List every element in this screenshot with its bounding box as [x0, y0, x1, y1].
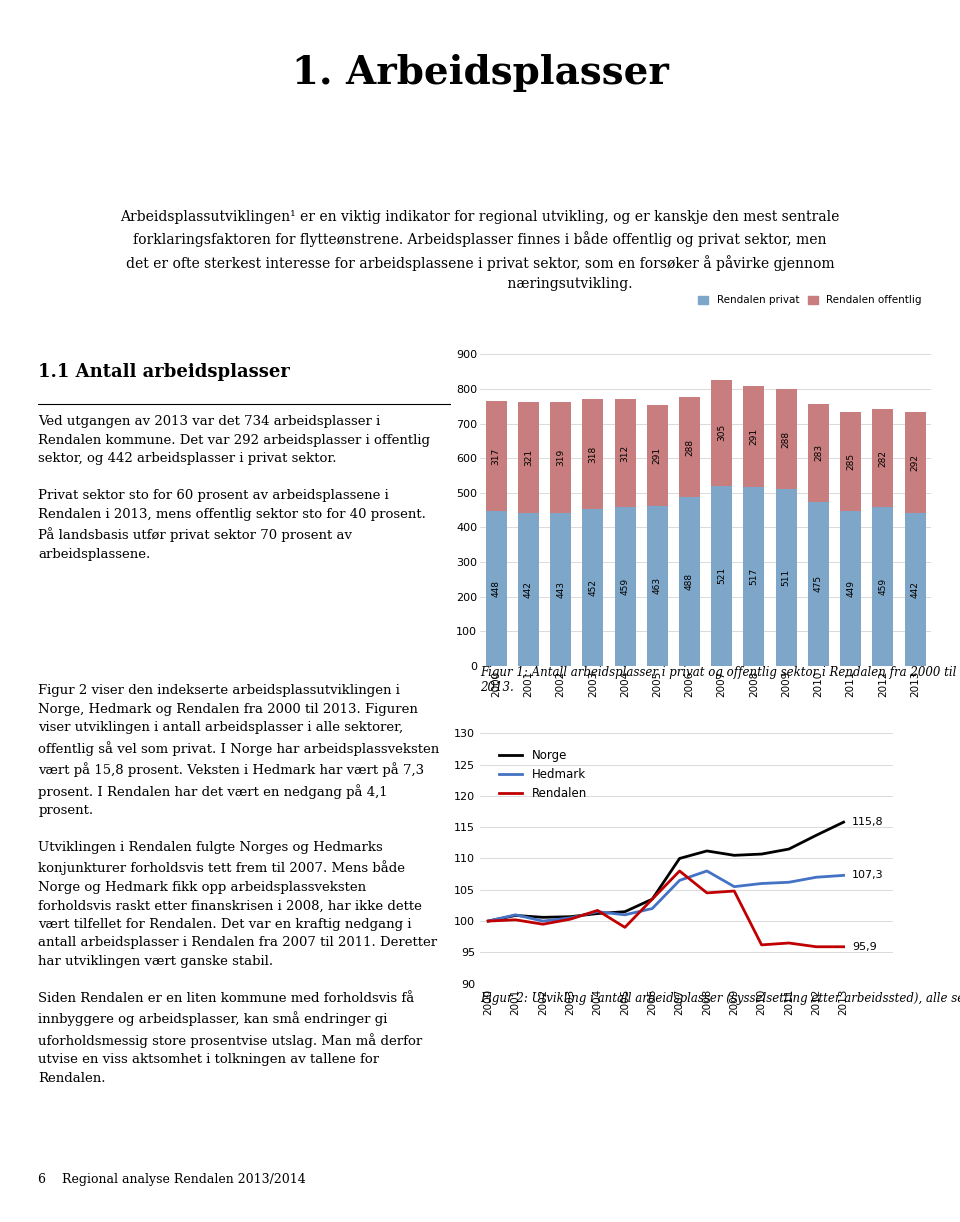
- Bar: [904, 412, 925, 513]
- Bar: [743, 488, 764, 666]
- Text: Figur 1: Antall arbeidsplasser i privat og offentlig sektor i Rendalen fra 2000 : Figur 1: Antall arbeidsplasser i privat …: [480, 666, 956, 694]
- Bar: [873, 507, 894, 666]
- Text: 6    Regional analyse Rendalen 2013/2014: 6 Regional analyse Rendalen 2013/2014: [38, 1173, 306, 1185]
- Text: 443: 443: [556, 580, 565, 598]
- Bar: [583, 510, 603, 666]
- Text: 488: 488: [685, 573, 694, 590]
- Text: 449: 449: [846, 579, 855, 596]
- Text: 312: 312: [620, 445, 630, 462]
- Text: Ved utgangen av 2013 var det 734 arbeidsplasser i
Rendalen kommune. Det var 292 : Ved utgangen av 2013 var det 734 arbeids…: [38, 415, 430, 561]
- Text: 318: 318: [588, 446, 597, 463]
- Text: 521: 521: [717, 567, 726, 584]
- Bar: [550, 402, 571, 512]
- Text: 282: 282: [878, 450, 887, 467]
- Legend: Norge, Hedmark, Rendalen: Norge, Hedmark, Rendalen: [494, 744, 592, 804]
- Bar: [808, 501, 828, 666]
- Bar: [808, 403, 828, 501]
- Bar: [840, 412, 861, 511]
- Bar: [614, 507, 636, 666]
- Text: Figur 2: Utvikling i antall arbeidsplasser (sysselsetting etter arbeidssted), al: Figur 2: Utvikling i antall arbeidsplass…: [480, 990, 960, 1004]
- Text: 463: 463: [653, 577, 661, 594]
- Bar: [776, 489, 797, 666]
- Text: 475: 475: [814, 576, 823, 593]
- Bar: [517, 513, 539, 666]
- Bar: [711, 380, 732, 485]
- Text: 283: 283: [814, 444, 823, 461]
- Text: 291: 291: [750, 428, 758, 445]
- Text: 442: 442: [524, 580, 533, 598]
- Text: 292: 292: [911, 453, 920, 470]
- Text: 1. Arbeidsplasser: 1. Arbeidsplasser: [292, 54, 668, 93]
- Text: 291: 291: [653, 447, 661, 464]
- Text: 285: 285: [846, 452, 855, 469]
- Text: 305: 305: [717, 424, 726, 441]
- Text: 321: 321: [524, 448, 533, 466]
- Bar: [873, 409, 894, 507]
- Bar: [840, 511, 861, 666]
- Text: 115,8: 115,8: [852, 818, 883, 827]
- Text: 288: 288: [685, 439, 694, 456]
- Bar: [711, 485, 732, 666]
- Bar: [486, 401, 507, 511]
- Legend: Rendalen privat, Rendalen offentlig: Rendalen privat, Rendalen offentlig: [694, 291, 926, 309]
- Bar: [550, 512, 571, 666]
- Bar: [679, 497, 700, 666]
- Bar: [486, 511, 507, 666]
- Bar: [583, 400, 603, 510]
- Text: 448: 448: [492, 580, 500, 596]
- Text: 1.1 Antall arbeidsplasser: 1.1 Antall arbeidsplasser: [38, 363, 290, 380]
- Text: Arbeidsplassutviklingen¹ er en viktig indikator for regional utvikling, og er ka: Arbeidsplassutviklingen¹ er en viktig in…: [120, 210, 840, 291]
- Text: 442: 442: [911, 580, 920, 598]
- Bar: [904, 513, 925, 666]
- Bar: [743, 386, 764, 488]
- Text: 95,9: 95,9: [852, 942, 876, 952]
- Text: 107,3: 107,3: [852, 870, 883, 880]
- Text: 317: 317: [492, 447, 500, 464]
- Text: 452: 452: [588, 579, 597, 596]
- Text: Figur 2 viser den indekserte arbeidsplassutviklingen i
Norge, Hedmark og Rendale: Figur 2 viser den indekserte arbeidsplas…: [38, 684, 440, 1085]
- Bar: [776, 390, 797, 489]
- Bar: [647, 404, 668, 506]
- Text: 319: 319: [556, 448, 565, 466]
- Bar: [647, 506, 668, 666]
- Text: 517: 517: [750, 568, 758, 585]
- Bar: [517, 402, 539, 513]
- Text: 511: 511: [781, 569, 791, 587]
- Text: 459: 459: [620, 578, 630, 595]
- Text: 459: 459: [878, 578, 887, 595]
- Bar: [614, 400, 636, 507]
- Text: 288: 288: [781, 430, 791, 447]
- Bar: [679, 397, 700, 497]
